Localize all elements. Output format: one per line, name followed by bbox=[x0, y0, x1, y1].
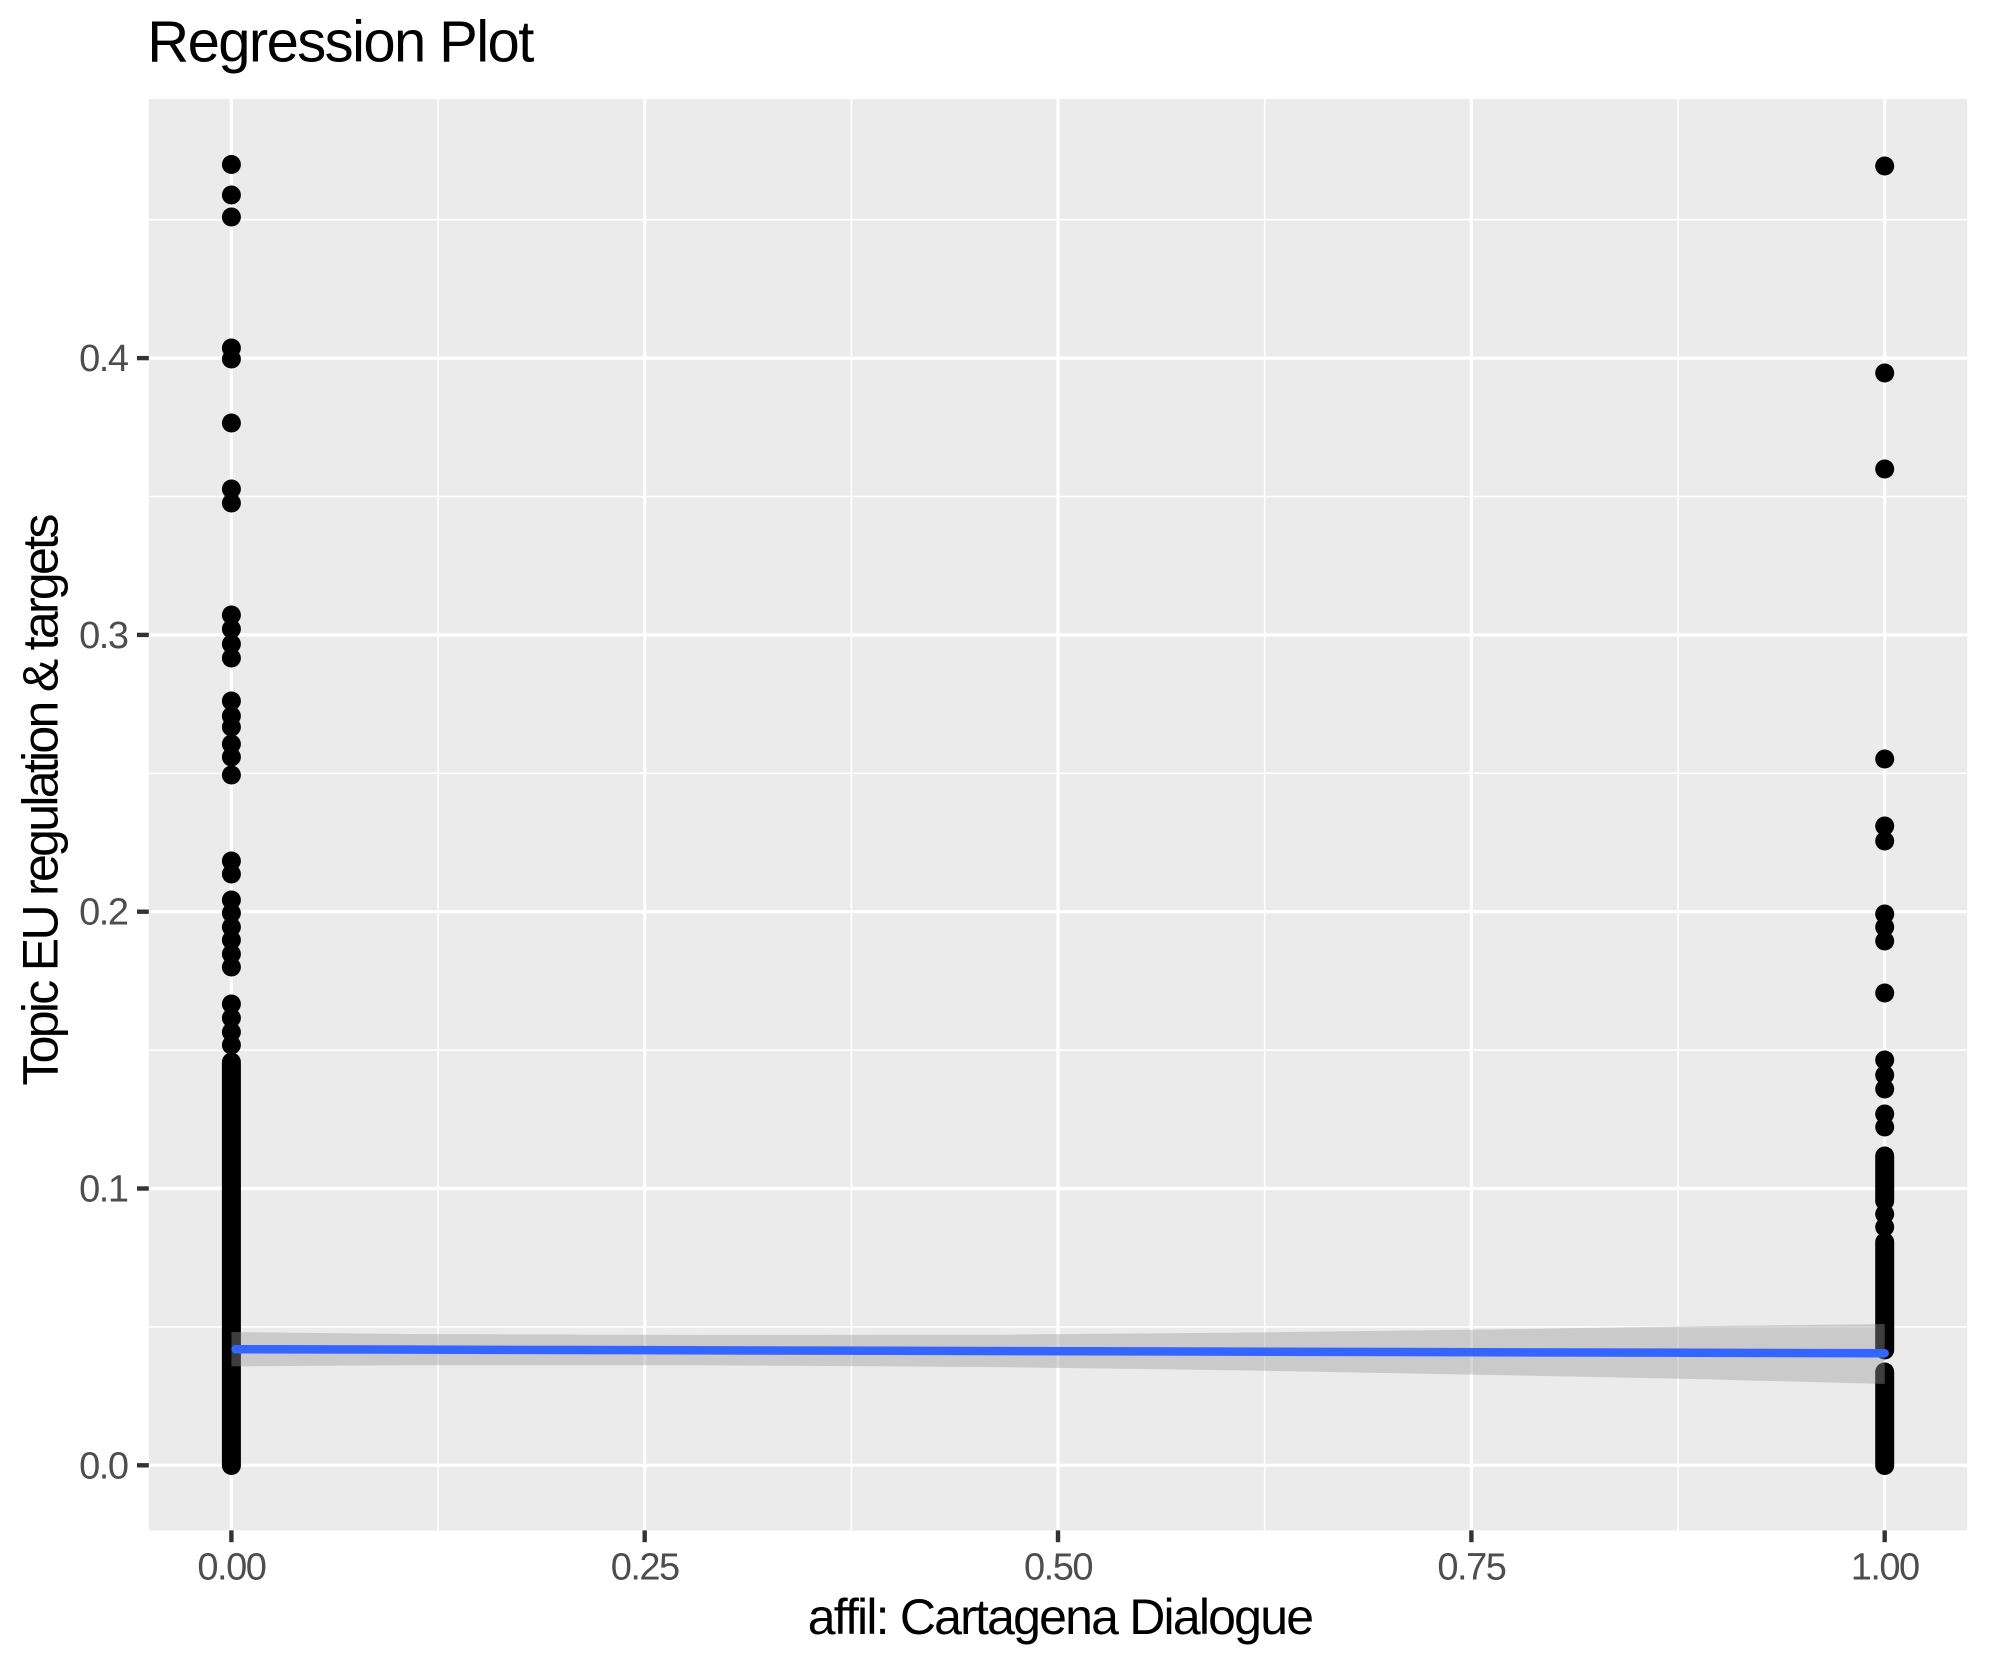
svg-text:0.50: 0.50 bbox=[1024, 1546, 1092, 1588]
svg-text:0.2: 0.2 bbox=[79, 892, 128, 934]
svg-text:1.00: 1.00 bbox=[1851, 1546, 1919, 1588]
svg-text:Regression Plot: Regression Plot bbox=[147, 10, 534, 75]
svg-text:0.4: 0.4 bbox=[79, 338, 129, 380]
svg-text:Topic EU regulation & targets: Topic EU regulation & targets bbox=[13, 515, 69, 1086]
svg-text:0.00: 0.00 bbox=[197, 1546, 265, 1588]
svg-text:affil: Cartagena Dialogue: affil: Cartagena Dialogue bbox=[808, 1589, 1312, 1645]
svg-text:0.0: 0.0 bbox=[79, 1445, 128, 1487]
svg-text:0.25: 0.25 bbox=[611, 1546, 679, 1588]
svg-text:0.3: 0.3 bbox=[79, 615, 128, 657]
svg-text:0.1: 0.1 bbox=[79, 1169, 128, 1211]
svg-text:0.75: 0.75 bbox=[1437, 1546, 1505, 1588]
